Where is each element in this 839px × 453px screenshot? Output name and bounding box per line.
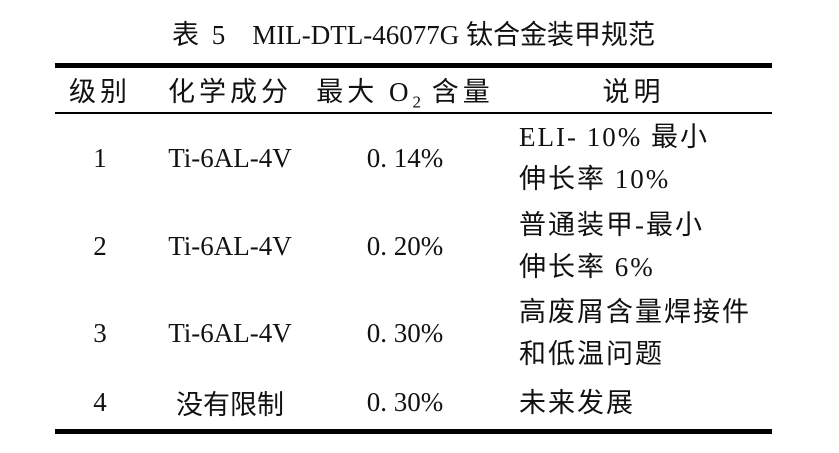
cell-max-oxygen: 0. 30%	[366, 317, 444, 348]
table-row-grade-2: 2 Ti-6AL-4V 0. 20% 普通装甲-最小 伸长率 6%	[55, 203, 772, 290]
cell-max-oxygen: 0. 14%	[366, 142, 444, 173]
cell-composition: Ti-6AL-4V	[168, 142, 292, 173]
table-row-grade-1: 1 Ti-6AL-4V 0. 14% ELI- 10% 最小 伸长率 10%	[55, 113, 772, 203]
table-caption: 表 5 MIL-DTL-46077G 钛合金装甲规范	[55, 13, 772, 52]
table-caption-title: MIL-DTL-46077G 钛合金装甲规范	[252, 20, 655, 50]
cell-composition: Ti-6AL-4V	[168, 230, 292, 261]
description-line: 未来发展	[519, 387, 635, 418]
cell-max-oxygen: 0. 20%	[366, 230, 444, 261]
description-line: 伸长率 6%	[519, 252, 655, 282]
header-grade: 级别	[69, 77, 131, 108]
cell-grade: 1	[93, 142, 107, 173]
header-max-oxygen-suffix: 含量	[421, 77, 494, 108]
cell-grade: 4	[93, 387, 107, 418]
cell-description: 未来发展	[495, 377, 772, 432]
cell-grade: 2	[93, 230, 107, 261]
header-composition: 化学成分	[168, 77, 292, 108]
description-line: 普通装甲-最小	[519, 210, 704, 240]
table-row-grade-4: 4 没有限制 0. 30% 未来发展	[55, 377, 772, 432]
header-row: 级别 化学成分 最大 O2 含量 说明	[55, 66, 772, 113]
description-line: ELI- 10% 最小	[519, 122, 709, 152]
cell-composition: Ti-6AL-4V	[168, 317, 292, 348]
cell-composition: 没有限制	[176, 390, 284, 421]
header-max-oxygen: 最大 O2 含量	[315, 66, 495, 113]
table-row-grade-3: 3 Ti-6AL-4V 0. 30% 高废屑含量焊接件 和低温问题	[55, 290, 772, 377]
cell-grade: 3	[93, 317, 107, 348]
spec-table: 级别 化学成分 最大 O2 含量 说明 1 Ti-6AL-4V 0. 14% E…	[55, 63, 772, 434]
cell-max-oxygen: 0. 30%	[366, 387, 444, 418]
header-description: 说明	[602, 77, 665, 108]
header-oxygen-subscript: 2	[412, 92, 422, 112]
description-line: 高废屑含量焊接件	[519, 297, 751, 327]
description-line: 和低温问题	[519, 339, 664, 369]
cell-description: ELI- 10% 最小 伸长率 10%	[495, 113, 772, 203]
table-caption-label: 表 5	[172, 20, 229, 50]
header-max-oxygen-text: 最大 O	[316, 77, 413, 108]
cell-description: 普通装甲-最小 伸长率 6%	[495, 203, 772, 290]
cell-description: 高废屑含量焊接件 和低温问题	[495, 290, 772, 377]
description-line: 伸长率 10%	[519, 164, 671, 194]
